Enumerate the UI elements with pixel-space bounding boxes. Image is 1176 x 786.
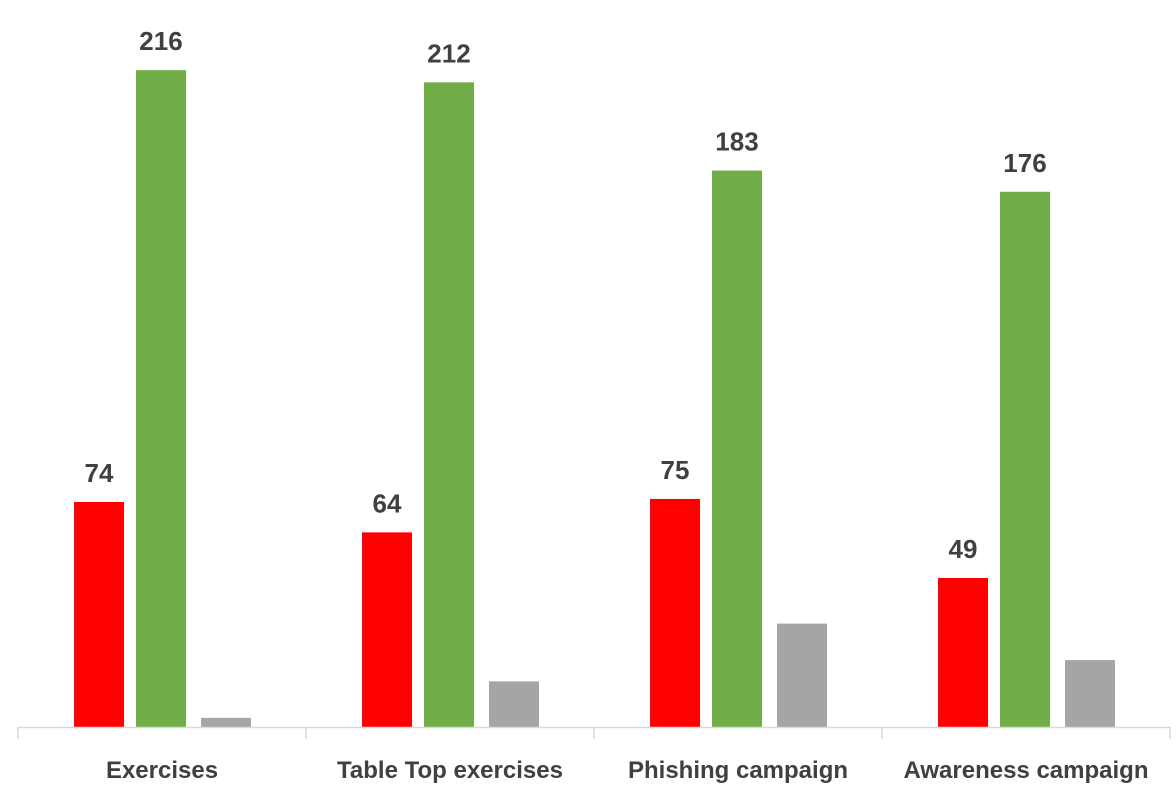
bar [489, 681, 539, 727]
category-label: Table Top exercises [337, 757, 563, 784]
bar [136, 70, 186, 727]
bar [1065, 660, 1115, 727]
category-label: Phishing campaign [628, 757, 848, 784]
data-label: 216 [139, 26, 182, 56]
bar [1000, 191, 1050, 728]
data-label: 64 [373, 488, 402, 518]
x-axis [17, 726, 1171, 739]
bar [424, 82, 474, 727]
data-label: 75 [661, 455, 690, 485]
bar [74, 501, 124, 727]
data-label: 74 [85, 458, 114, 488]
data-label: 212 [427, 38, 470, 68]
bar [712, 170, 762, 727]
bar [938, 577, 988, 727]
category-labels-group: Exercises Table Top exercises Phishing cam… [106, 757, 1149, 784]
bars-group [74, 70, 1115, 728]
data-label: 49 [949, 534, 978, 564]
data-label: 183 [715, 127, 758, 157]
bar [777, 623, 827, 727]
value-labels-group: 74 216 64 212 75 183 49 176 [85, 26, 1047, 564]
data-label: 176 [1003, 148, 1046, 178]
bar [201, 717, 251, 727]
bar [362, 532, 412, 727]
bar [650, 498, 700, 727]
category-label: Awareness campaign [903, 757, 1148, 784]
category-label: Exercises [106, 757, 218, 784]
